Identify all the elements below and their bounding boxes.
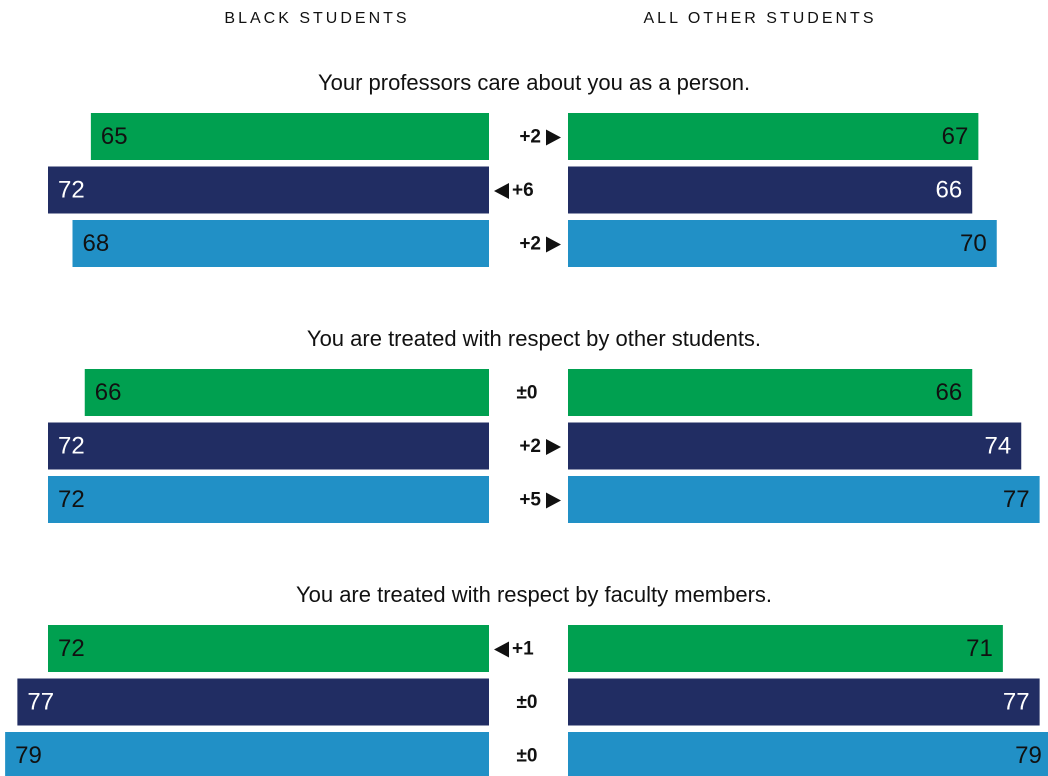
- difference-label: +2: [519, 127, 541, 148]
- right-value-label: 77: [1003, 688, 1030, 715]
- arrow-right: [546, 492, 561, 509]
- right-header: ALL OTHER STUDENTS: [644, 10, 877, 27]
- difference-label: ±0: [517, 383, 538, 404]
- left-bar: [48, 625, 489, 672]
- arrow-left: [494, 183, 509, 199]
- difference-label: ±0: [517, 692, 538, 713]
- right-bar: [568, 422, 1022, 470]
- arrow-left: [494, 641, 509, 658]
- right-value-label: 79: [1015, 742, 1042, 769]
- left-bar: [90, 113, 489, 160]
- right-value-label: 77: [1003, 486, 1030, 513]
- difference-label: +5: [519, 490, 541, 511]
- difference-label: +2: [519, 234, 541, 255]
- right-bar: [568, 625, 1003, 672]
- question-title: You are treated with respect by other st…: [307, 326, 761, 351]
- left-bar: [48, 166, 489, 214]
- left-value-label: 72: [58, 486, 85, 513]
- right-value-label: 66: [936, 379, 963, 406]
- left-bar: [72, 220, 489, 267]
- difference-label: +2: [519, 436, 541, 457]
- right-value-label: 74: [985, 432, 1012, 459]
- left-bar: [48, 422, 489, 470]
- left-value-label: 72: [58, 176, 85, 203]
- right-value-label: 67: [942, 123, 969, 150]
- left-bar: [48, 476, 489, 523]
- arrow-right: [546, 236, 561, 253]
- left-bar: [84, 369, 489, 416]
- left-value-label: 72: [58, 432, 85, 459]
- right-bar: [568, 476, 1040, 523]
- difference-label: +6: [512, 180, 534, 201]
- left-value-label: 72: [58, 635, 85, 662]
- right-value-label: 71: [966, 635, 993, 662]
- arrow-right: [546, 129, 561, 146]
- right-bar: [568, 732, 1048, 776]
- left-bar: [5, 732, 489, 776]
- right-bar: [568, 678, 1040, 726]
- right-bar: [568, 220, 997, 267]
- right-value-label: 70: [960, 230, 987, 257]
- left-value-label: 79: [15, 742, 42, 769]
- difference-label: +1: [512, 639, 534, 660]
- left-bar: [17, 678, 489, 726]
- left-value-label: 66: [95, 379, 122, 406]
- question-title: You are treated with respect by faculty …: [296, 582, 772, 607]
- difference-label: ±0: [517, 746, 538, 767]
- left-value-label: 68: [83, 230, 110, 257]
- right-bar: [568, 166, 973, 214]
- question-title: Your professors care about you as a pers…: [318, 70, 750, 95]
- right-value-label: 66: [936, 176, 963, 203]
- right-bar: [568, 369, 973, 416]
- left-value-label: 77: [27, 688, 54, 715]
- right-bar: [568, 113, 979, 160]
- left-header: BLACK STUDENTS: [224, 10, 409, 27]
- left-value-label: 65: [101, 123, 128, 150]
- arrow-right: [546, 439, 561, 455]
